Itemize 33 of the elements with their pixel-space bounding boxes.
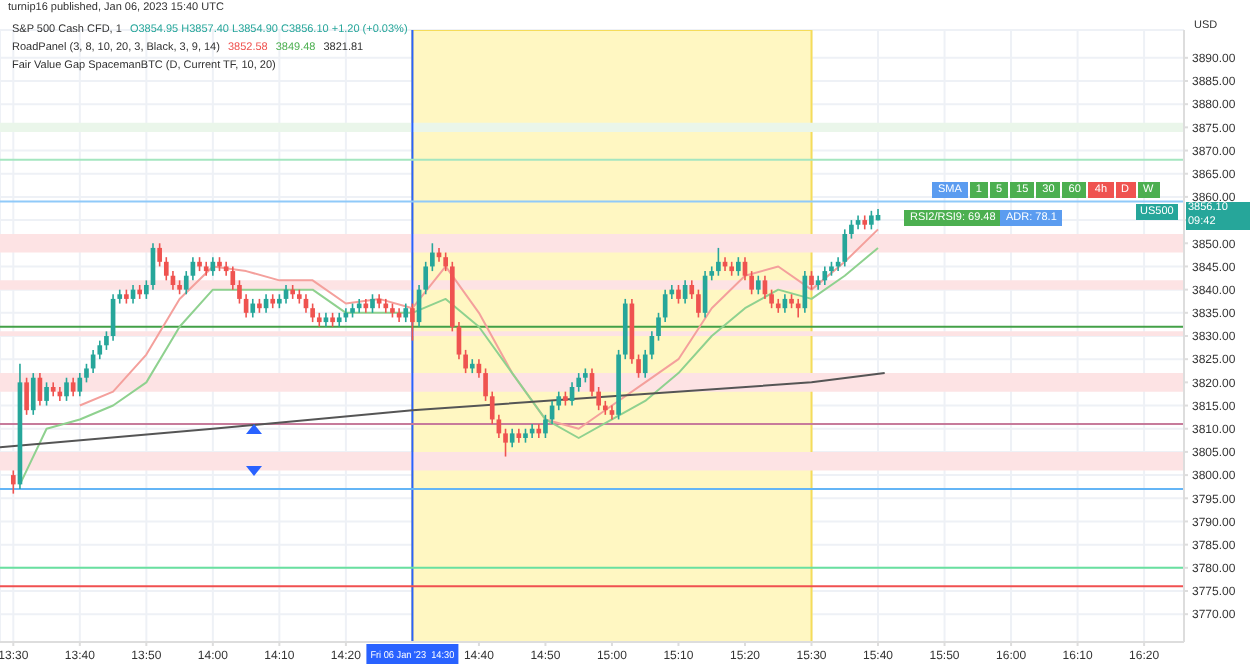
candlestick xyxy=(24,376,29,416)
candlestick xyxy=(809,270,814,291)
candlestick xyxy=(775,298,781,314)
candlestick xyxy=(250,298,256,319)
candlestick xyxy=(403,302,409,323)
candlestick xyxy=(383,298,389,314)
candlestick xyxy=(10,469,16,495)
candlestick xyxy=(716,247,721,277)
candlestick xyxy=(869,210,874,231)
candlestick xyxy=(736,256,741,277)
candlestick xyxy=(842,228,848,268)
candlestick xyxy=(536,423,542,439)
candlestick xyxy=(370,293,375,314)
candlestick xyxy=(509,427,515,449)
candlestick xyxy=(77,372,83,398)
candlestick xyxy=(310,302,315,323)
candlestick xyxy=(356,298,362,314)
candlestick xyxy=(70,376,76,398)
candlestick xyxy=(64,376,69,402)
candlestick xyxy=(44,381,49,407)
candlestick xyxy=(410,302,415,342)
candlestick xyxy=(795,298,801,319)
candlestick xyxy=(443,251,448,272)
candlestick xyxy=(676,284,681,305)
candlestick xyxy=(469,358,475,374)
line-series xyxy=(18,246,880,486)
candlestick xyxy=(696,288,701,319)
candlestick xyxy=(230,265,236,291)
candlestick xyxy=(822,265,828,286)
candlestick xyxy=(755,274,761,296)
candlestick xyxy=(30,372,36,416)
candlestick xyxy=(163,256,169,282)
line-series xyxy=(0,372,886,449)
